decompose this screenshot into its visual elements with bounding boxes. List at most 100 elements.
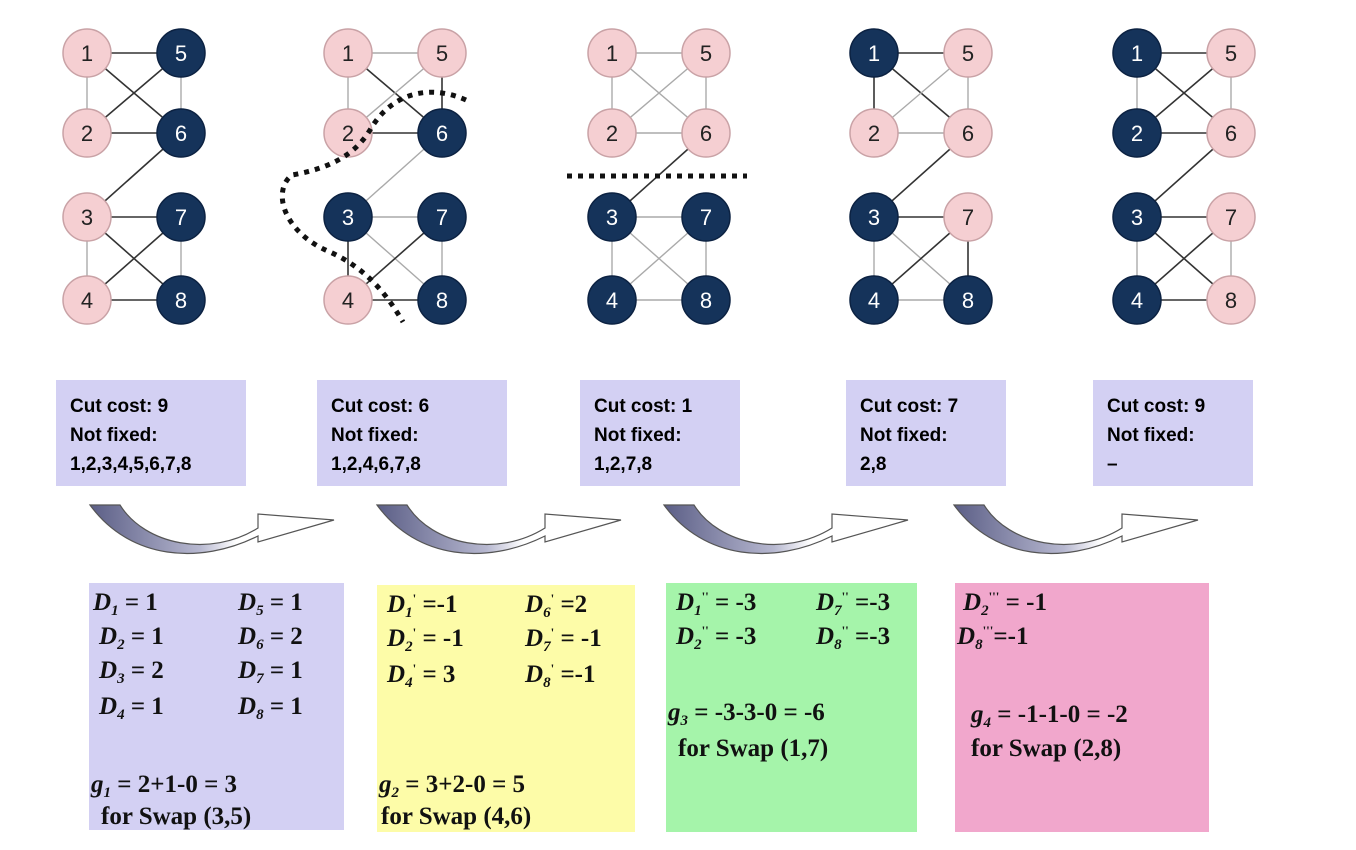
graph-stage-4: 1 2 3 4 5 6 7 8 <box>849 28 993 325</box>
graph-stages: 1 2 3 4 5 6 7 8 1 2 3 4 5 6 7 8 1 2 3 4 5 6 7 8 1 2 3 4 5 6 7 8 1 2 3 4 5 6 7 8 <box>62 28 1256 325</box>
not-fixed-label: Not fixed: <box>70 425 158 446</box>
d6-value: = 2 <box>269 623 303 650</box>
d2-row: D2' = -1 <box>387 625 464 655</box>
d2-row: D2 = 1 <box>99 623 164 653</box>
gain-row: g2 = 3+2-0 = 5 <box>379 771 526 801</box>
node-6: 6 <box>156 108 206 158</box>
d7-row: D7' = -1 <box>525 625 602 655</box>
swap-label: for Swap (2,8) <box>971 735 1122 762</box>
d8-row: D8'' =-3 <box>816 623 891 653</box>
d7-row: D7'' =-3 <box>816 589 891 619</box>
node-label: 8 <box>436 288 448 313</box>
cut-cost: Cut cost: 6 <box>331 396 430 417</box>
node-label: 7 <box>700 205 712 230</box>
node-label: 1 <box>606 41 618 66</box>
arrow-4 <box>952 504 1199 555</box>
arrow-1 <box>88 504 335 555</box>
node-7: 7 <box>1206 192 1256 242</box>
node-3: 3 <box>62 192 112 242</box>
gain-row: g4 = -1-1-0 = -2 <box>971 701 1128 731</box>
node-label: 4 <box>81 288 93 313</box>
node-1: 1 <box>62 28 112 78</box>
node-label: 3 <box>606 205 618 230</box>
d8-row: D8'''=-1 <box>957 623 1029 653</box>
d6-value: =2 <box>560 591 588 618</box>
gain-value: = 3+2-0 = 5 <box>405 771 526 798</box>
node-label: 6 <box>700 121 712 146</box>
d1-value: = 1 <box>124 589 158 616</box>
cut-box-4: Cut cost: 7 Not fixed: 2,8 <box>846 380 1006 486</box>
transition-arrows <box>88 504 1199 555</box>
node-label: 5 <box>175 41 187 66</box>
node-2: 2 <box>323 108 373 158</box>
d3-row: D3 = 2 <box>99 657 164 687</box>
node-label: 1 <box>81 41 93 66</box>
node-8: 8 <box>943 275 993 325</box>
gain-row: g1 = 2+1-0 = 3 <box>91 771 238 801</box>
node-label: 3 <box>1131 205 1143 230</box>
graph-stage-3: 1 2 3 4 5 6 7 8 <box>587 28 731 325</box>
d7-value: = -1 <box>560 625 602 652</box>
node-5: 5 <box>417 28 467 78</box>
swap-label: for Swap (4,6) <box>381 803 532 830</box>
graph-stage-2: 1 2 3 4 5 6 7 8 <box>323 28 467 325</box>
node-label: 8 <box>700 288 712 313</box>
d8-value: =-3 <box>855 623 891 650</box>
node-7: 7 <box>943 192 993 242</box>
d1-row: D1 = 1 <box>93 589 158 619</box>
node-8: 8 <box>1206 275 1256 325</box>
d8-value: =-1 <box>993 623 1029 650</box>
node-8: 8 <box>156 275 206 325</box>
node-label: 8 <box>175 288 187 313</box>
graph-stage-5: 1 2 3 4 5 6 7 8 <box>1112 28 1256 325</box>
node-5: 5 <box>156 28 206 78</box>
node-label: 8 <box>962 288 974 313</box>
d1-row: D1' =-1 <box>387 591 458 621</box>
node-7: 7 <box>156 192 206 242</box>
node-label: 6 <box>962 121 974 146</box>
node-label: 6 <box>175 121 187 146</box>
swap-label: for Swap (3,5) <box>101 803 252 830</box>
swap-label: for Swap (1,7) <box>678 735 829 762</box>
d1-value: = -3 <box>715 589 757 616</box>
node-label: 5 <box>962 41 974 66</box>
node-5: 5 <box>681 28 731 78</box>
d4-row: D4' = 3 <box>387 661 456 691</box>
node-label: 8 <box>1225 288 1237 313</box>
node-label: 2 <box>868 121 880 146</box>
node-5: 5 <box>1206 28 1256 78</box>
node-label: 2 <box>81 121 93 146</box>
d5-row: D5 = 1 <box>238 589 303 619</box>
cut-box-5: Cut cost: 9 Not fixed: – <box>1093 380 1253 486</box>
gain-value: = 2+1-0 = 3 <box>117 771 238 798</box>
d2-value: = -1 <box>422 625 464 652</box>
node-label: 2 <box>606 121 618 146</box>
node-2: 2 <box>1112 108 1162 158</box>
node-label: 2 <box>342 121 354 146</box>
node-label: 4 <box>1131 288 1143 313</box>
node-3: 3 <box>1112 192 1162 242</box>
d2-value: = 1 <box>130 623 164 650</box>
node-label: 4 <box>868 288 880 313</box>
node-label: 5 <box>700 41 712 66</box>
node-label: 7 <box>962 205 974 230</box>
arrow-3 <box>662 504 909 555</box>
cut-box-3: Cut cost: 1 Not fixed: 1,2,7,8 <box>580 380 740 486</box>
node-label: 5 <box>436 41 448 66</box>
gain-row: g3 = -3-3-0 = -6 <box>668 699 825 729</box>
node-4: 4 <box>587 275 637 325</box>
graph-stage-1: 1 2 3 4 5 6 7 8 <box>62 28 206 325</box>
d2-row: D2'' = -3 <box>676 623 757 653</box>
cut-cost: Cut cost: 9 <box>1107 396 1206 417</box>
d8-value: =-1 <box>560 661 596 688</box>
cut-cost: Cut cost: 9 <box>70 396 169 417</box>
not-fixed-label: Not fixed: <box>594 425 682 446</box>
not-fixed-label: Not fixed: <box>860 425 948 446</box>
arrow-2 <box>375 504 622 555</box>
not-fixed-label: Not fixed: <box>331 425 419 446</box>
cut-cost: Cut cost: 7 <box>860 396 959 417</box>
node-6: 6 <box>1206 108 1256 158</box>
node-8: 8 <box>681 275 731 325</box>
node-label: 6 <box>1225 121 1237 146</box>
node-label: 3 <box>342 205 354 230</box>
